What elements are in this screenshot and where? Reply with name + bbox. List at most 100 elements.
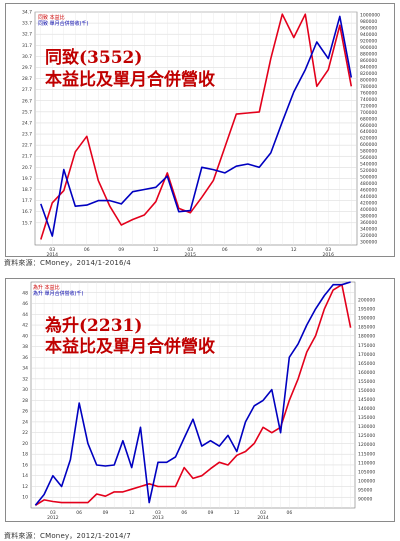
x-tick-label: 12 xyxy=(291,247,297,253)
right-tick-label: 720000 xyxy=(360,103,377,109)
left-tick-label: 25.7 xyxy=(22,109,32,115)
right-tick-label: 800000 xyxy=(360,77,377,83)
right-tick-label: 700000 xyxy=(360,110,377,116)
left-tick-label: 10 xyxy=(22,495,28,501)
right-tick-label: 180000 xyxy=(358,334,375,340)
left-tick-label: 42 xyxy=(22,323,28,329)
left-tick-label: 32 xyxy=(22,376,28,382)
right-tick-label: 740000 xyxy=(360,97,377,103)
left-tick-label: 30 xyxy=(22,387,28,393)
source-note-1: 資料來源：CMoney，2014/1-2016/4 xyxy=(4,259,131,267)
right-tick-label: 110000 xyxy=(358,460,375,466)
x-tick-label: 09 xyxy=(118,247,124,253)
series-line-revenue xyxy=(40,15,353,237)
left-tick-label: 44 xyxy=(22,312,28,318)
left-tick-label: 20.7 xyxy=(22,165,32,171)
right-tick-label: 960000 xyxy=(360,26,377,32)
left-tick-label: 28 xyxy=(22,398,28,404)
right-tick-label: 500000 xyxy=(360,175,377,181)
left-tick-label: 21.7 xyxy=(22,154,32,160)
right-tick-label: 95000 xyxy=(358,487,372,493)
chart-panel-2: 48 46 44 42 40 38 36 34 32 30 28 26 24 22 20 18 16 14 12 10… xyxy=(5,278,395,528)
right-tick-label: 780000 xyxy=(360,84,377,90)
series-line-pe-ratio xyxy=(40,13,353,240)
left-tick-label: 22 xyxy=(22,430,28,436)
x-year-label: 2012 xyxy=(47,515,59,521)
x-tick-label: 03 xyxy=(260,510,266,516)
left-tick-label: 29.7 xyxy=(22,65,32,71)
x-year-label: 2014 xyxy=(47,252,59,258)
right-tick-label: 540000 xyxy=(360,162,377,168)
left-tick-label: 19.7 xyxy=(22,176,32,182)
right-tick-label: 135000 xyxy=(358,415,375,421)
right-tick-label: 560000 xyxy=(360,155,377,161)
right-tick-label: 400000 xyxy=(360,207,377,213)
right-tick-label: 920000 xyxy=(360,39,377,45)
right-tick-label: 940000 xyxy=(360,32,377,38)
left-tick-label: 26.7 xyxy=(22,98,32,104)
right-tick-label: 90000 xyxy=(358,496,372,502)
right-tick-label: 165000 xyxy=(358,361,375,367)
left-tick-label: 24 xyxy=(22,419,28,425)
legend-2: 為升 本益比 為升 單月合併營收(千) xyxy=(33,285,84,297)
right-tick-label: 175000 xyxy=(358,343,375,349)
left-tick-label: 18 xyxy=(22,452,28,458)
x-tick-label: 03 xyxy=(325,247,331,253)
right-tick-label: 520000 xyxy=(360,168,377,174)
chart-2-title-line2: 本益比及單月合併營收 xyxy=(45,337,215,357)
right-tick-label: 170000 xyxy=(358,352,375,358)
chart-1-title-line2: 本益比及單月合併營收 xyxy=(45,70,215,90)
left-tick-label: 20 xyxy=(22,441,28,447)
x-year-label: 2016 xyxy=(323,252,335,258)
right-tick-label: 640000 xyxy=(360,129,377,135)
left-tick-label: 46 xyxy=(22,301,28,307)
left-tick-label: 17.7 xyxy=(22,198,32,204)
right-tick-label: 155000 xyxy=(358,379,375,385)
right-tick-label: 660000 xyxy=(360,123,377,129)
chart-1-title-line1: 同致(3552) xyxy=(45,48,143,68)
x-tick-label: 12 xyxy=(129,510,135,516)
x-tick-label: 06 xyxy=(222,247,228,253)
x-tick-label: 12 xyxy=(153,247,159,253)
right-tick-label: 340000 xyxy=(360,226,377,232)
right-tick-label: 880000 xyxy=(360,52,377,58)
right-tick-label: 460000 xyxy=(360,187,377,193)
left-tick-label: 36 xyxy=(22,355,28,361)
right-tick-label: 440000 xyxy=(360,194,377,200)
right-tick-label: 320000 xyxy=(360,233,377,239)
x-tick-label: 06 xyxy=(286,510,292,516)
right-tick-label: 380000 xyxy=(360,213,377,219)
right-tick-label: 420000 xyxy=(360,200,377,206)
left-tick-label: 14 xyxy=(22,473,28,479)
right-tick-label: 980000 xyxy=(360,19,377,25)
x-tick-label: 12 xyxy=(234,510,240,516)
x-year-label: 2013 xyxy=(152,515,164,521)
right-tick-label: 120000 xyxy=(358,442,375,448)
chart-2-title-line1: 為升(2231) xyxy=(45,316,143,336)
chart-1: 34.7 33.7 32.7 31.7 30.7 29.7 28.7 27.7 26.7 25.7… xyxy=(22,10,380,259)
x-tick-label: 09 xyxy=(103,510,109,516)
right-tick-label: 760000 xyxy=(360,90,377,96)
x-tick-label: 03 xyxy=(187,247,193,253)
right-tick-label: 680000 xyxy=(360,116,377,122)
right-tick-label: 840000 xyxy=(360,65,377,71)
right-tick-label: 160000 xyxy=(358,370,375,376)
left-tick-label: 16 xyxy=(22,462,28,468)
legend-2-item-1: 為升 本益比 xyxy=(33,285,60,291)
x-tick-label: 06 xyxy=(84,247,90,253)
left-tick-label: 38 xyxy=(22,344,28,350)
right-tick-label: 150000 xyxy=(358,388,375,394)
left-tick-label: 32.7 xyxy=(22,32,32,38)
right-tick-label: 185000 xyxy=(358,325,375,331)
right-tick-label: 140000 xyxy=(358,406,375,412)
x-tick-label: 03 xyxy=(49,247,55,253)
left-tick-label: 48 xyxy=(22,290,28,296)
right-tick-label: 1000000 xyxy=(360,13,380,19)
chart-2: 48 46 44 42 40 38 36 34 32 30 28 26 24 22 20 18 16 14 12 10… xyxy=(22,281,375,521)
legend-1: 同致 本益比 同致 單月合併營收(千) xyxy=(38,15,89,27)
left-tick-label: 15.7 xyxy=(22,220,32,226)
left-tick-label: 34.7 xyxy=(22,10,32,16)
right-tick-label: 200000 xyxy=(358,298,375,304)
series-line-revenue xyxy=(34,281,351,506)
left-tick-label: 31.7 xyxy=(22,43,32,49)
